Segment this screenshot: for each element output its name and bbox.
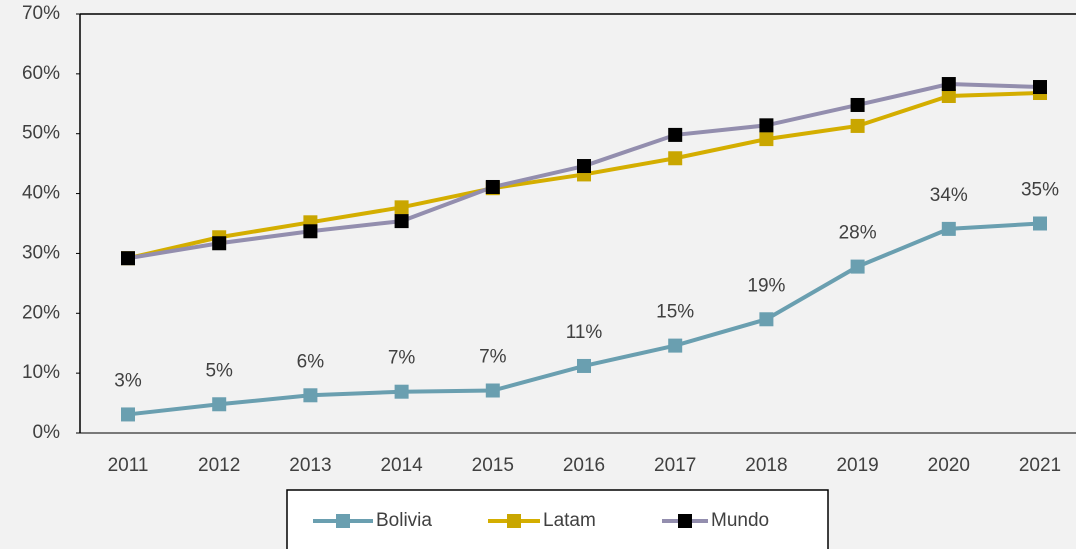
x-tick-label: 2011 xyxy=(108,455,149,476)
marker xyxy=(577,159,591,174)
data-label: 6% xyxy=(297,351,325,372)
marker xyxy=(212,397,227,412)
data-label: 19% xyxy=(747,275,785,296)
y-tick-label: 10% xyxy=(22,362,60,383)
y-tick-label: 50% xyxy=(22,123,60,144)
y-tick-label: 0% xyxy=(33,422,61,443)
marker xyxy=(759,312,774,327)
marker xyxy=(850,118,865,133)
marker xyxy=(394,384,409,399)
data-label: 7% xyxy=(479,347,507,368)
marker xyxy=(668,151,683,166)
legend xyxy=(286,489,829,549)
y-tick-label: 20% xyxy=(22,302,60,323)
data-label: 15% xyxy=(656,302,694,323)
marker xyxy=(941,89,956,104)
x-tick-label: 2014 xyxy=(380,455,423,476)
legend-label: Bolivia xyxy=(376,510,432,531)
x-tick-label: 2015 xyxy=(472,455,514,476)
marker xyxy=(121,251,135,266)
legend-label: Latam xyxy=(543,510,596,531)
x-tick-label: 2016 xyxy=(563,455,605,476)
legend-label: Mundo xyxy=(711,510,769,531)
marker xyxy=(668,338,683,353)
data-label: 28% xyxy=(839,223,877,244)
data-label: 7% xyxy=(388,348,416,369)
y-tick-label: 40% xyxy=(22,183,60,204)
data-label: 11% xyxy=(566,322,603,343)
y-tick-label: 60% xyxy=(22,63,60,84)
data-label: 3% xyxy=(114,370,142,391)
x-tick-label: 2017 xyxy=(654,455,696,476)
marker xyxy=(759,132,774,147)
marker xyxy=(668,127,683,142)
marker xyxy=(759,118,774,133)
data-label: 35% xyxy=(1021,180,1059,201)
x-tick-label: 2020 xyxy=(928,455,970,476)
marker xyxy=(850,259,865,274)
marker xyxy=(941,221,956,236)
data-label: 34% xyxy=(930,185,968,206)
marker xyxy=(485,383,500,398)
legend-marker xyxy=(336,514,350,528)
marker xyxy=(394,200,409,215)
legend-marker xyxy=(678,514,692,528)
marker xyxy=(394,214,409,229)
y-tick-label: 70% xyxy=(22,3,60,24)
marker xyxy=(303,388,318,403)
marker xyxy=(1033,80,1047,95)
legend-marker xyxy=(507,514,521,528)
marker xyxy=(121,407,135,422)
marker xyxy=(485,179,500,194)
marker xyxy=(577,358,591,373)
x-tick-label: 2012 xyxy=(198,455,240,476)
y-tick-label: 30% xyxy=(22,242,60,263)
data-label: 5% xyxy=(205,360,233,381)
marker xyxy=(303,224,318,239)
marker xyxy=(941,77,956,92)
marker xyxy=(850,97,865,112)
marker xyxy=(1033,216,1047,231)
marker xyxy=(212,236,227,251)
x-tick-label: 2018 xyxy=(745,455,787,476)
x-tick-label: 2019 xyxy=(836,455,878,476)
x-tick-label: 2013 xyxy=(289,455,331,476)
x-tick-label: 2021 xyxy=(1019,455,1061,476)
